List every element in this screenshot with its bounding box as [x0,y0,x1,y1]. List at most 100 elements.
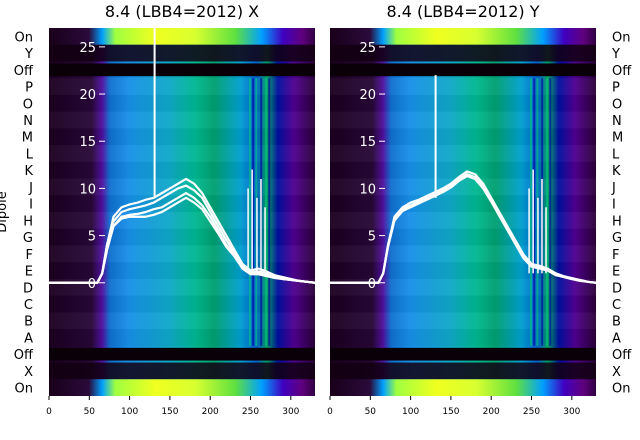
heatmap-row [49,128,315,146]
heatmap-row [49,145,315,162]
overlay-y-tick: 10 [359,182,376,197]
heatmap-stripe [529,78,532,346]
row-label: B [612,315,621,330]
row-label: L [26,147,34,162]
heatmap-body [49,28,315,396]
x-tick-label: 50 [84,407,96,417]
row-label: G [23,231,33,246]
row-label: Off [612,64,632,79]
heatmap-row-off [49,347,315,361]
x-tick-label: 300 [563,407,580,417]
heatmap-stripe [533,78,536,346]
heatmap-row [330,161,596,179]
x-tick-label: 150 [161,407,178,417]
row-label: Y [611,47,620,62]
row-label: J [611,181,616,196]
heatmap-row [49,295,315,313]
row-label: On [612,30,630,45]
heatmap-row-off [330,63,596,77]
row-label: H [612,214,622,229]
heatmap-row-on [49,379,315,396]
heatmap-stripe [268,78,271,346]
row-label: F [26,248,33,263]
x-tick-label: 100 [402,407,419,417]
overlay-y-tick: 0 [88,277,96,292]
row-label: Off [14,348,34,363]
x-tick-label: 100 [121,407,138,417]
row-label: G [612,231,622,246]
heatmap-row [330,78,596,95]
heatmap-row [330,329,596,346]
x-tick-label: 300 [282,407,299,417]
row-label: O [23,97,33,112]
x-tick-label: 50 [365,407,377,417]
x-tick-label: 200 [483,407,500,417]
heatmap-row [330,212,596,229]
heatmap-row [49,78,315,95]
row-label: On [15,382,33,397]
row-label: N [612,114,622,129]
heatmap-row-off [330,347,596,361]
row-label: P [612,81,620,96]
row-label: N [23,114,33,129]
x-tick-label: 0 [46,407,52,417]
overlay-y-tick: 20 [79,88,96,103]
x-tick-label: 0 [327,407,333,417]
heatmap-stripe [549,78,552,346]
row-label: I [29,198,33,213]
row-label: D [23,281,33,296]
heatmap-row [330,245,596,263]
row-label: A [24,331,33,346]
row-label: E [612,265,620,280]
row-label: X [612,365,621,380]
row-label: C [612,298,621,313]
row-label: X [24,365,33,380]
heatmap-body [330,28,596,396]
heatmap-row [330,128,596,146]
row-label: M [22,131,33,146]
heatmap-row [49,212,315,229]
heatmap-row [49,94,315,112]
heatmap-row [330,278,596,296]
heatmap-row [330,295,596,313]
overlay-y-tick: 5 [88,230,96,245]
heatmap-stripe [546,78,549,346]
overlay-y-tick: 5 [368,230,376,245]
heatmap-row-y [330,44,596,62]
heatmap-row [49,195,315,212]
overlay-y-tick: 15 [79,135,96,150]
x-tick-label: 250 [242,407,259,417]
overlay-y-tick: 20 [359,88,376,103]
row-label: P [25,81,33,96]
heatmap-row [330,195,596,212]
overlay-y-tick: 15 [359,135,376,150]
row-label: Y [24,47,33,62]
row-label: Off [612,348,632,363]
chart-title: 8.4 (LBB4=2012) Y [386,2,539,21]
series-line [49,196,316,284]
row-label: D [612,281,622,296]
x-tick-label: 150 [442,407,459,417]
row-label: B [24,315,33,330]
row-label: H [23,214,33,229]
heatmap-row-off [49,63,315,77]
heatmap-row-y [49,44,315,62]
row-label: O [612,97,622,112]
chart-title: 8.4 (LBB4=2012) X [105,2,259,21]
row-label: K [612,164,621,179]
row-label: J [28,181,33,196]
x-tick-label: 250 [523,407,540,417]
heatmap-row [330,94,596,112]
heatmap-row [49,245,315,263]
row-label: On [15,30,33,45]
series-line [330,175,597,284]
heatmap-row [49,111,315,129]
heatmap-row [330,312,596,330]
row-label: Off [14,64,34,79]
row-label: M [612,131,623,146]
x-tick-label: 200 [202,407,219,417]
heatmap-row-x [49,362,315,380]
heatmap-row-on [49,28,315,45]
overlay-y-tick: 0 [368,277,376,292]
heatmap-row-on [330,379,596,396]
